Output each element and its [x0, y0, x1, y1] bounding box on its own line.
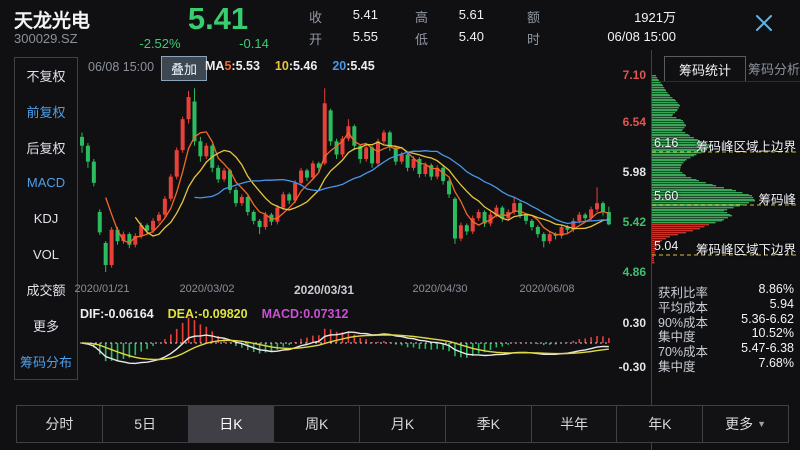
close-icon[interactable] [749, 8, 779, 38]
tab-daily-k[interactable]: 日K [188, 406, 275, 442]
quote-label-amount: 额 [527, 10, 541, 25]
chip-line-label: 筹码峰 [758, 193, 796, 207]
sidebar-item-fwd-adjust[interactable]: 前复权 [26, 105, 66, 120]
quote-value-amount: 1921万 [634, 10, 676, 25]
price-axis-tick: 5.98 [622, 165, 646, 179]
chip-line-price: 5.04 [654, 239, 679, 253]
macd-value: MACD:0.07312 [261, 307, 349, 321]
ma-legend: MA5:5.53 10:5.46 20:5.45 [205, 59, 375, 73]
sidebar-item-turnover[interactable]: 成交额 [26, 283, 66, 299]
tab-more[interactable]: 更多 ▼ [703, 406, 789, 442]
price-axis-tick: 5.42 [622, 215, 646, 229]
tab-yearly-k[interactable]: 年K [617, 406, 704, 442]
sidebar-item-macd[interactable]: MACD [26, 175, 66, 191]
quote-value-low: 5.40 [458, 29, 484, 44]
quote-value-close: 5.41 [352, 7, 378, 22]
sidebar-item-back-adjust[interactable]: 后复权 [26, 140, 66, 156]
quote-value-open: 5.55 [352, 29, 378, 44]
date-axis-tick: 2020/06/08 [519, 283, 575, 295]
dea-value: DEA:-0.09820 [167, 307, 248, 321]
tab-chip-analysis[interactable]: 筹码分析 [748, 61, 800, 77]
chart-datetime: 06/08 15:00 [88, 60, 155, 74]
chip-line-label: 筹码峰区域下边界 [695, 243, 796, 257]
sidebar-item-more[interactable]: 更多 [32, 319, 59, 335]
sidebar-item-chip-dist[interactable]: 筹码分布 [19, 354, 72, 370]
ma20-legend: 20:5.45 [332, 59, 375, 73]
tab-5day[interactable]: 5日 [102, 406, 189, 442]
stat-70-cost: 70%成本 5.47-6.38 [658, 341, 794, 360]
quote-value-time: 06/08 15:00 [607, 29, 676, 44]
date-axis-tick: 2020/03/31 [293, 283, 355, 297]
stat-70-concentration: 集中度 7.68% [658, 355, 794, 374]
quote-value-high: 5.61 [458, 7, 484, 22]
stat-profit-ratio: 获利比率 8.86% [658, 282, 794, 300]
macd-axis-tick: 0.30 [622, 316, 646, 330]
dif-value: DIF:-0.06164 [80, 307, 154, 321]
tab-halfyear[interactable]: 半年 [531, 406, 618, 442]
macd-legend: DIF:-0.06164 DEA:-0.09820 MACD:0.07312 [80, 307, 348, 321]
quote-label-close: 收 [309, 10, 323, 25]
sidebar-item-no-adjust[interactable]: 不复权 [26, 69, 66, 85]
chip-line-price: 6.16 [654, 136, 679, 150]
chip-line-label: 筹码峰区域上边界 [695, 140, 796, 154]
last-price: 5.41 [187, 1, 249, 36]
ma10-legend: 10:5.46 [274, 59, 318, 73]
stat-avg-cost: 平均成本 5.94 [658, 296, 794, 315]
quote-label-low: 低 [415, 32, 429, 47]
tab-weekly-k[interactable]: 周K [274, 406, 361, 442]
tab-intraday[interactable]: 分时 [17, 406, 103, 442]
stock-code: 300029.SZ [14, 31, 78, 46]
tab-chip-statistics[interactable]: 筹码统计 [664, 56, 746, 82]
chip-statistics: 获利比率 8.86% 平均成本 5.94 90%成本 5.36-6.62 集中度 10.… [658, 282, 794, 374]
quote-label-high: 高 [415, 10, 429, 25]
overlay-button[interactable]: 叠加 [161, 56, 208, 81]
macd-axis-tick: -0.30 [618, 360, 646, 374]
tab-monthly-k[interactable]: 月K [360, 406, 446, 442]
chevron-down-icon: ▼ [757, 419, 767, 429]
price-axis-tick: 4.86 [622, 265, 646, 279]
right-panel-tab-divider [652, 81, 800, 82]
indicator-sidebar: 不复权 前复权 后复权 MACD KDJ VOL 成交额 更多 筹码分布 [14, 57, 78, 380]
stat-90-cost: 90%成本 5.36-6.62 [658, 311, 794, 330]
period-tabbar: 分时 5日 日K 周K 月K 季K 半年 年K 更多 ▼ [16, 405, 789, 443]
ma5-legend: MA5:5.53 [205, 59, 260, 73]
quote-label-time: 时 [527, 32, 541, 47]
date-axis-tick: 2020/04/30 [412, 283, 468, 295]
stat-90-concentration: 集中度 10.52% [658, 326, 794, 345]
right-panel-divider [651, 50, 652, 450]
change-value: -0.14 [239, 36, 269, 51]
date-axis-tick: 2020/03/02 [179, 283, 235, 295]
quote-label-open: 开 [309, 32, 323, 47]
price-axis-tick: 7.10 [622, 68, 646, 82]
stock-name: 天龙光电 [14, 11, 91, 32]
tab-quarter-k[interactable]: 季K [445, 406, 532, 442]
chip-line-price: 5.60 [654, 189, 679, 203]
sidebar-item-vol[interactable]: VOL [32, 246, 59, 262]
price-axis-tick: 6.54 [622, 115, 646, 129]
sidebar-item-kdj[interactable]: KDJ [33, 211, 59, 227]
change-percent: -2.52% [139, 36, 181, 51]
